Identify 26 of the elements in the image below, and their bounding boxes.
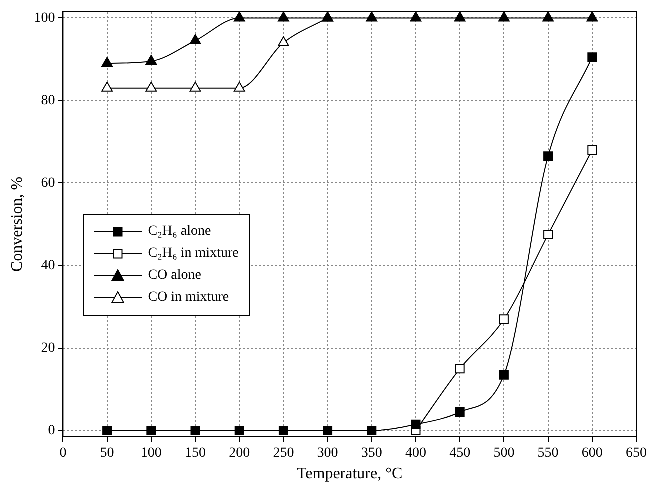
- x-tick-label: 550: [538, 446, 559, 462]
- y-tick-label: 0: [48, 423, 56, 438]
- x-tick-label: 50: [100, 446, 114, 462]
- x-tick-label: 100: [140, 446, 162, 462]
- x-tick-label: 650: [626, 446, 647, 462]
- y-tick-label: 40: [41, 258, 56, 274]
- legend-label: CO in mixture: [148, 290, 230, 306]
- x-tick-label: 300: [317, 446, 338, 462]
- legend-label: CO alone: [148, 268, 202, 284]
- y-tick-label: 80: [41, 93, 56, 108]
- legend-label: C₂H₆ in mixture: [148, 246, 239, 262]
- x-tick-label: 150: [185, 446, 206, 462]
- x-tick-label: 450: [450, 446, 471, 462]
- x-tick-label: 500: [494, 446, 515, 462]
- y-tick-label: 60: [41, 176, 56, 191]
- y-axis-title: Conversion, %: [8, 176, 26, 272]
- x-tick-label: 600: [582, 446, 603, 462]
- x-axis-title: Temperature, °C: [297, 466, 403, 483]
- legend-label: C₂H₆ alone: [148, 224, 212, 240]
- x-tick-label: 200: [229, 446, 250, 462]
- y-tick-label: 100: [34, 10, 56, 26]
- x-tick-label: 350: [361, 446, 382, 462]
- x-tick-label: 400: [406, 446, 426, 462]
- x-tick-label: 250: [273, 446, 294, 462]
- y-tick-label: 20: [41, 340, 56, 356]
- x-tick-label: 0: [60, 446, 67, 462]
